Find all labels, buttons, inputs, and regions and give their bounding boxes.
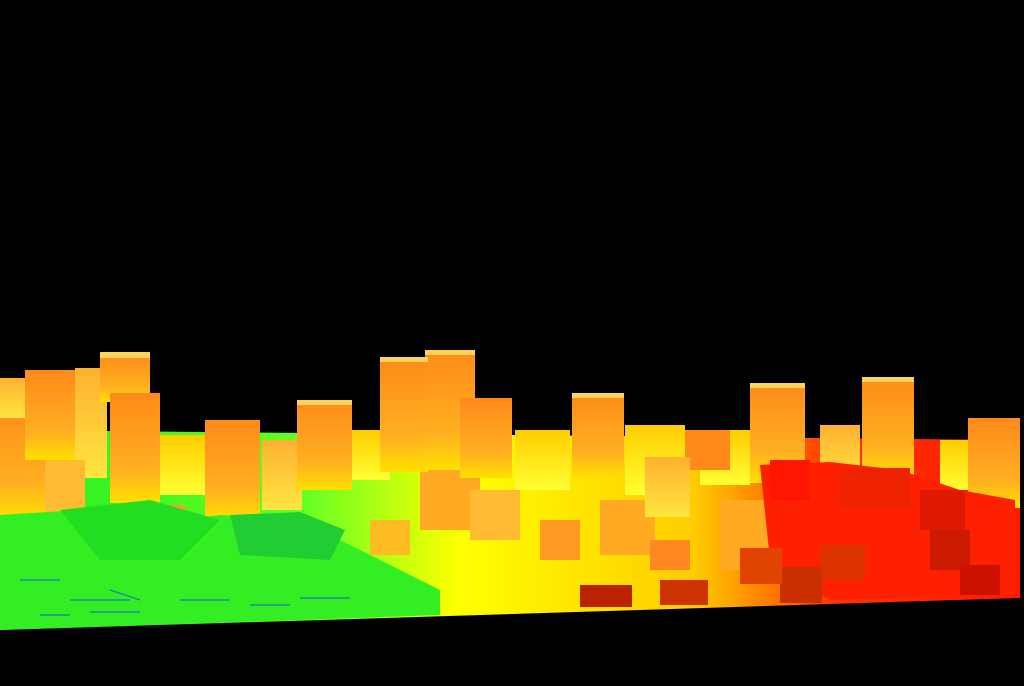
near-red-zone — [580, 460, 1015, 607]
roof-highlights — [100, 350, 914, 405]
tall-towers — [0, 350, 1020, 520]
near-green-zone — [0, 500, 440, 630]
